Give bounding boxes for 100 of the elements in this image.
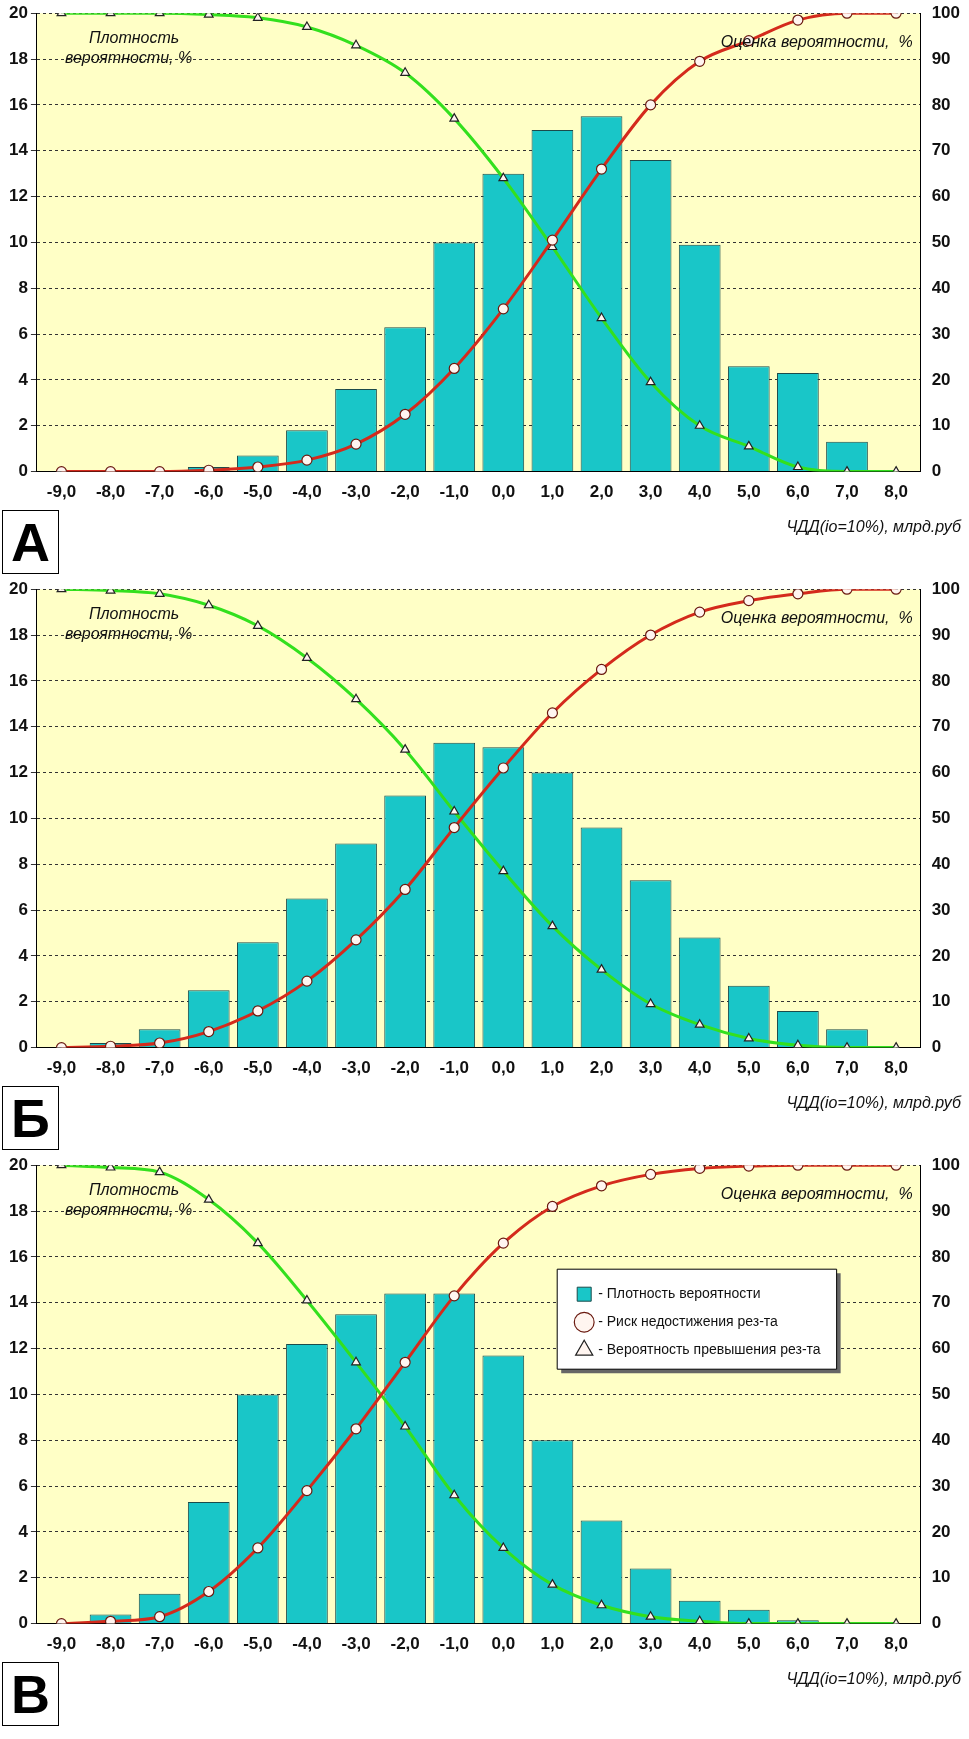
legend-label: - Риск недостижения рез-та: [598, 1313, 779, 1330]
x-tick-label: 7,0: [835, 1634, 859, 1654]
x-tick-label: 5,0: [736, 1634, 761, 1654]
y-tick-label: 14: [8, 1292, 29, 1312]
x-axis-title: ЧДД(io=10%), млрд.руб: [786, 1093, 962, 1111]
y-axis-title: Плотность вероятности, %: [64, 1181, 193, 1219]
x-tick-label: 3,0: [638, 482, 663, 502]
y-tick-label: 16: [8, 94, 28, 114]
y2-tick-label: 60: [931, 1338, 951, 1358]
x-tick-label: -9,0: [46, 1634, 77, 1654]
x-tick-label: -8,0: [95, 482, 126, 502]
x-tick-label: -1,0: [439, 1634, 469, 1654]
x-tick-label: 4,0: [687, 1634, 712, 1654]
y-tick-label: 6: [18, 1475, 28, 1495]
y2-tick-label: 100: [931, 578, 961, 598]
y-tick-label: 0: [18, 461, 28, 481]
x-tick-label: -2,0: [390, 482, 420, 502]
y2-tick-label: 30: [931, 323, 951, 343]
y-tick-label: 12: [8, 762, 28, 782]
y-tick-label: 2: [18, 991, 28, 1011]
x-tick-label: 8,0: [884, 1634, 908, 1654]
y2-tick-label: 30: [931, 1475, 951, 1495]
y2-tick-label: 70: [931, 716, 951, 736]
y-tick-label: 8: [18, 1429, 28, 1449]
text: Б: [2, 1086, 59, 1150]
x-tick-label: -6,0: [194, 482, 224, 502]
y2-tick-label: 10: [931, 1567, 951, 1587]
y2-tick-label: 60: [931, 762, 951, 782]
x-tick-label: -8,0: [95, 1058, 126, 1078]
y-tick-label: 18: [8, 624, 28, 644]
y-axis-title: Плотность вероятности, %: [64, 29, 193, 67]
y2-tick-label: 0: [931, 1037, 942, 1057]
x-tick-label: 8,0: [884, 482, 908, 502]
x-tick-label: -1,0: [439, 1058, 469, 1078]
x-tick-label: -9,0: [46, 1058, 77, 1078]
x-tick-label: -5,0: [243, 482, 273, 502]
y2-tick-label: 90: [931, 624, 951, 644]
x-tick-label: -5,0: [243, 1634, 273, 1654]
x-axis-title: ЧДД(io=10%), млрд.руб: [786, 1669, 962, 1687]
y2-tick-label: 70: [931, 1292, 951, 1312]
y-axis-title: Плотность вероятности, %: [64, 605, 193, 643]
y-tick-label: 4: [18, 369, 29, 389]
y2-tick-label: 80: [931, 670, 951, 690]
y2-tick-label: 80: [931, 1246, 951, 1266]
y2-tick-label: 20: [931, 1521, 951, 1541]
x-tick-label: 1,0: [540, 1058, 565, 1078]
x-tick-label: -1,0: [439, 482, 469, 502]
y2-tick-label: 70: [931, 140, 951, 160]
x-tick-label: -3,0: [341, 482, 371, 502]
x-tick-label: -4,0: [292, 1058, 322, 1078]
y2-tick-label: 40: [931, 853, 951, 873]
y2-tick-label: 30: [931, 899, 951, 919]
legend-label: - Вероятность превышения рез-та: [598, 1341, 821, 1358]
x-tick-label: 2,0: [589, 1058, 614, 1078]
y-tick-label: 20: [8, 2, 28, 22]
y2-tick-label: 20: [931, 945, 951, 965]
x-tick-label: 1,0: [540, 482, 565, 502]
legend-label: - Плотность вероятности: [598, 1285, 761, 1302]
y2-axis-title: Оценка вероятности, %: [720, 1185, 913, 1203]
y-tick-label: 10: [8, 1384, 28, 1404]
y-tick-label: 20: [8, 1154, 28, 1174]
y2-tick-label: 50: [931, 232, 951, 252]
x-tick-label: -2,0: [390, 1634, 420, 1654]
y-tick-label: 18: [8, 48, 28, 68]
y2-tick-label: 10: [931, 415, 951, 435]
x-tick-label: 3,0: [638, 1634, 663, 1654]
y2-tick-label: 60: [931, 186, 951, 206]
x-tick-label: 8,0: [884, 1058, 908, 1078]
x-tick-label: -4,0: [292, 482, 322, 502]
x-tick-label: 1,0: [540, 1634, 565, 1654]
x-axis-title: ЧДД(io=10%), млрд.руб: [786, 517, 962, 535]
y-tick-label: 10: [8, 232, 28, 252]
y-tick-label: 8: [18, 853, 28, 873]
x-tick-label: -5,0: [243, 1058, 273, 1078]
y2-tick-label: 100: [931, 1154, 961, 1174]
y2-tick-label: 90: [931, 1200, 951, 1220]
y-tick-label: 8: [18, 277, 28, 297]
y2-tick-label: 10: [931, 991, 951, 1011]
y-tick-label: 18: [8, 1200, 28, 1220]
y2-tick-label: 100: [931, 2, 961, 22]
y2-tick-label: 80: [931, 94, 951, 114]
y-tick-label: 0: [18, 1613, 28, 1633]
x-tick-label: 3,0: [638, 1058, 663, 1078]
x-tick-label: -8,0: [95, 1634, 126, 1654]
x-tick-label: 5,0: [736, 482, 761, 502]
x-tick-label: -2,0: [390, 1058, 420, 1078]
x-tick-label: 7,0: [835, 482, 859, 502]
y-tick-label: 4: [18, 1521, 29, 1541]
x-tick-label: 0,0: [491, 482, 516, 502]
y2-tick-label: 40: [931, 277, 951, 297]
x-tick-label: -3,0: [341, 1058, 371, 1078]
y-tick-label: 12: [8, 1338, 28, 1358]
y-tick-label: 2: [18, 415, 28, 435]
x-tick-label: -6,0: [194, 1634, 224, 1654]
x-tick-label: 0,0: [491, 1058, 516, 1078]
x-tick-label: 6,0: [786, 1058, 810, 1078]
y-tick-label: 4: [18, 945, 29, 965]
y-tick-label: 0: [18, 1037, 28, 1057]
x-tick-label: -4,0: [292, 1634, 322, 1654]
y2-tick-label: 90: [931, 48, 951, 68]
